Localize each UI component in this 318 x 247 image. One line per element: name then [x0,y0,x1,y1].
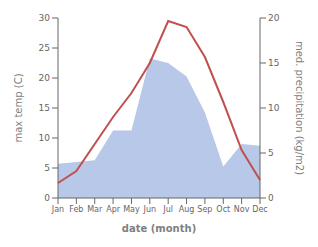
svg-text:date (month): date (month) [122,223,196,234]
svg-text:Dec: Dec [252,205,267,214]
svg-text:5: 5 [44,163,50,173]
svg-text:Nov: Nov [234,205,250,214]
svg-text:15: 15 [268,58,279,68]
svg-text:0: 0 [268,193,274,203]
svg-text:Oct: Oct [216,205,230,214]
svg-text:10: 10 [268,103,280,113]
svg-text:20: 20 [268,13,280,23]
svg-text:Jun: Jun [143,205,157,214]
svg-text:10: 10 [39,133,51,143]
svg-text:20: 20 [39,73,51,83]
svg-text:25: 25 [39,43,50,53]
svg-text:Mar: Mar [87,205,103,214]
svg-text:Feb: Feb [69,205,83,214]
svg-text:30: 30 [39,13,51,23]
svg-text:Aug: Aug [179,205,195,214]
svg-text:max temp (C): max temp (C) [13,73,24,142]
svg-text:Sep: Sep [197,205,212,214]
svg-text:0: 0 [44,193,50,203]
svg-text:Jul: Jul [162,205,173,214]
svg-text:Apr: Apr [106,205,121,214]
svg-text:May: May [123,205,140,214]
svg-text:15: 15 [39,103,50,113]
svg-text:Jan: Jan [51,205,64,214]
svg-text:med. precipitation (kg/m2): med. precipitation (kg/m2) [294,41,305,175]
svg-text:5: 5 [268,148,274,158]
